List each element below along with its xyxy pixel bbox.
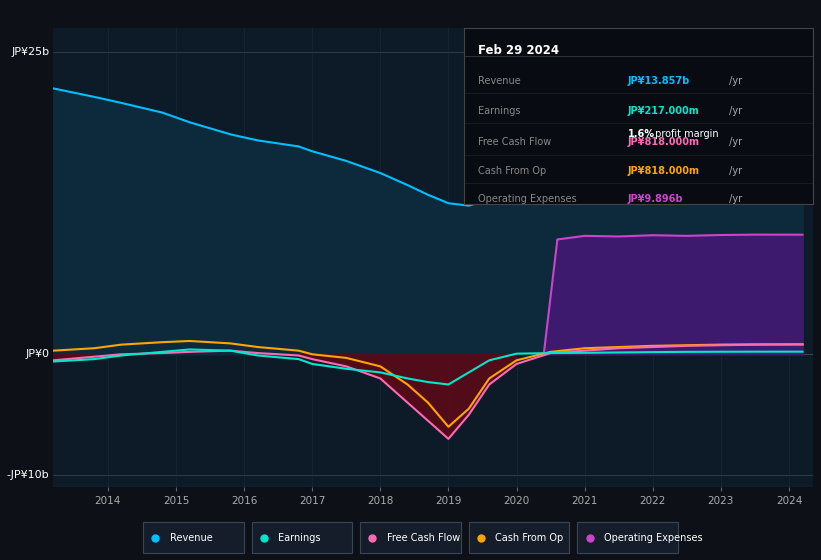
Text: profit margin: profit margin [653,129,719,138]
FancyBboxPatch shape [469,522,570,553]
Text: Feb 29 2024: Feb 29 2024 [478,44,559,57]
Text: /yr: /yr [726,106,741,115]
Text: /yr: /yr [726,194,741,204]
Text: JP¥818.000m: JP¥818.000m [628,166,699,176]
Text: Earnings: Earnings [278,533,321,543]
Text: Cash From Op: Cash From Op [478,166,546,176]
Text: JP¥0: JP¥0 [25,349,49,360]
FancyBboxPatch shape [143,522,244,553]
Text: Earnings: Earnings [478,106,521,115]
Text: /yr: /yr [726,137,741,147]
Text: Revenue: Revenue [478,76,521,86]
Text: Revenue: Revenue [169,533,213,543]
Text: JP¥25b: JP¥25b [11,47,49,57]
Text: JP¥217.000m: JP¥217.000m [628,106,699,115]
Text: 1.6%: 1.6% [628,129,655,138]
Text: Operating Expenses: Operating Expenses [604,533,703,543]
Text: Free Cash Flow: Free Cash Flow [387,533,460,543]
Text: Cash From Op: Cash From Op [495,533,564,543]
Text: Free Cash Flow: Free Cash Flow [478,137,551,147]
FancyBboxPatch shape [577,522,678,553]
FancyBboxPatch shape [360,522,461,553]
Text: JP¥13.857b: JP¥13.857b [628,76,690,86]
Text: /yr: /yr [726,76,741,86]
Text: -JP¥10b: -JP¥10b [7,470,49,480]
FancyBboxPatch shape [251,522,352,553]
Text: JP¥9.896b: JP¥9.896b [628,194,683,204]
Text: JP¥818.000m: JP¥818.000m [628,137,699,147]
Text: Operating Expenses: Operating Expenses [478,194,576,204]
Text: /yr: /yr [726,166,741,176]
